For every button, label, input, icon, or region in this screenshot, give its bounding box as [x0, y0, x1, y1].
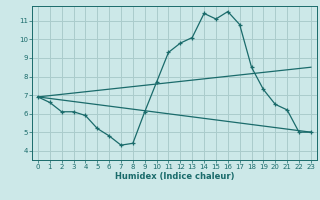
- X-axis label: Humidex (Indice chaleur): Humidex (Indice chaleur): [115, 172, 234, 181]
